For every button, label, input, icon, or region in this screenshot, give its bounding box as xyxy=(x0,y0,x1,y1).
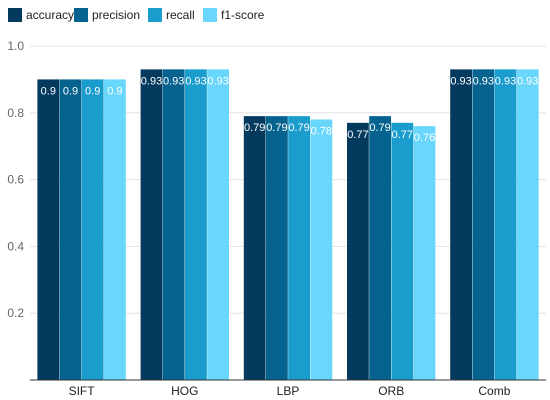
y-tick-label: 0.4 xyxy=(7,239,24,253)
legend-swatch xyxy=(8,8,22,22)
y-tick-label: 1.0 xyxy=(7,39,24,53)
bar-comb-recall xyxy=(494,69,517,380)
bar-hog-precision xyxy=(162,69,185,380)
data-label: 0.9 xyxy=(63,85,78,97)
data-label: 0.79 xyxy=(244,122,265,134)
x-category-label: SIFT xyxy=(69,384,96,398)
bar-lbp-f1-score xyxy=(310,119,333,380)
data-label: 0.93 xyxy=(495,75,516,87)
legend-label: accuracy xyxy=(26,8,74,22)
y-tick-label: 0.6 xyxy=(7,173,24,187)
x-category-label: Comb xyxy=(478,384,510,398)
legend-item-recall[interactable]: recall xyxy=(148,8,195,22)
legend-swatch xyxy=(203,8,217,22)
data-label: 0.76 xyxy=(414,132,435,144)
data-label: 0.93 xyxy=(207,75,228,87)
data-label: 0.93 xyxy=(517,75,538,87)
data-label: 0.93 xyxy=(141,75,162,87)
data-label: 0.9 xyxy=(85,85,100,97)
data-label: 0.77 xyxy=(347,129,368,141)
data-label: 0.93 xyxy=(185,75,206,87)
bar-comb-accuracy xyxy=(450,69,472,380)
x-category-label: ORB xyxy=(378,384,404,398)
data-label: 0.79 xyxy=(288,122,309,134)
data-label: 0.93 xyxy=(163,75,184,87)
legend-item-f1-score[interactable]: f1-score xyxy=(203,8,265,22)
bar-sift-f1-score xyxy=(104,79,126,381)
y-tick-label: 0.2 xyxy=(7,306,24,320)
bars: 0.9 0.9 0.9 0.90.93 0.93 0.93 0.930.79 0.79 0.79… xyxy=(37,69,539,381)
bar-hog-recall xyxy=(185,69,207,380)
legend-swatch xyxy=(148,8,162,22)
bar-hog-accuracy xyxy=(140,69,163,380)
bar-comb-f1-score xyxy=(516,69,539,380)
bar-lbp-accuracy xyxy=(243,116,266,380)
x-axis-categories: SIFT HOG LBP ORB Comb xyxy=(69,384,511,398)
bar-hog-f1-score xyxy=(207,69,229,380)
legend-item-accuracy[interactable]: accuracy xyxy=(8,8,74,22)
y-axis-ticks: 0.2 0.4 0.6 0.8 1.0 xyxy=(7,39,24,320)
bar-sift-accuracy xyxy=(37,79,60,381)
x-category-label: HOG xyxy=(171,384,198,398)
bar-orb-f1-score xyxy=(413,126,436,380)
legend-swatch xyxy=(74,8,88,22)
legend[interactable]: accuracy precision recall f1-score xyxy=(8,8,265,22)
x-category-label: LBP xyxy=(277,384,300,398)
bar-comb-precision xyxy=(472,69,495,380)
bar-sift-recall xyxy=(81,79,104,381)
data-label: 0.9 xyxy=(41,85,56,97)
data-label: 0.78 xyxy=(311,125,332,137)
bar-orb-precision xyxy=(369,116,391,380)
data-label: 0.77 xyxy=(392,129,413,141)
data-label: 0.79 xyxy=(369,122,390,134)
legend-label: precision xyxy=(92,8,140,22)
bar-lbp-recall xyxy=(288,116,310,380)
data-label: 0.93 xyxy=(450,75,471,87)
y-tick-label: 0.8 xyxy=(7,106,24,120)
legend-label: f1-score xyxy=(221,8,265,22)
data-label: 0.79 xyxy=(266,122,287,134)
bar-lbp-precision xyxy=(266,116,288,380)
bar-orb-accuracy xyxy=(347,122,369,380)
bar-orb-recall xyxy=(391,122,414,380)
data-label: 0.93 xyxy=(473,75,494,87)
bar-sift-precision xyxy=(59,79,82,381)
data-label: 0.9 xyxy=(107,85,122,97)
legend-item-precision[interactable]: precision xyxy=(74,8,140,22)
legend-label: recall xyxy=(166,8,195,22)
